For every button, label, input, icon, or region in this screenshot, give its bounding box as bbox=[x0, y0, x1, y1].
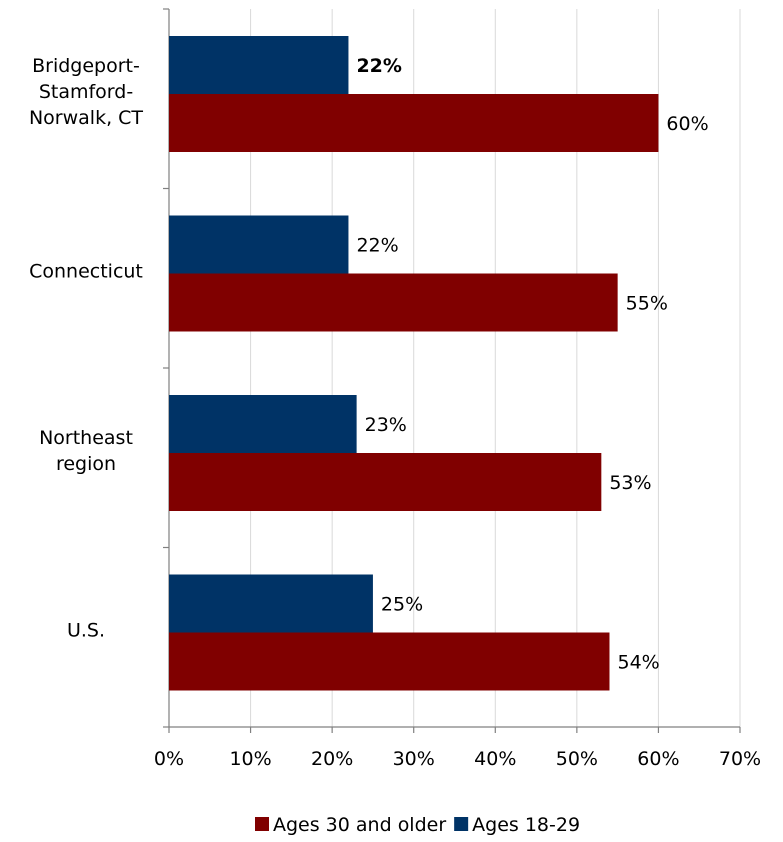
data-label: 25% bbox=[381, 594, 423, 616]
legend-label: Ages 30 and older bbox=[273, 814, 446, 836]
legend-swatch bbox=[255, 817, 269, 831]
data-label: 53% bbox=[609, 472, 651, 494]
data-label: 22% bbox=[356, 235, 398, 257]
bar-ages-18-29 bbox=[169, 574, 373, 633]
legend: Ages 30 and older Ages 18-29 bbox=[255, 814, 580, 836]
category-label: Bridgeport-Stamford-Norwalk, CT bbox=[29, 55, 143, 129]
x-tick-label: 60% bbox=[637, 748, 679, 770]
x-tick-label: 50% bbox=[556, 748, 598, 770]
data-label: 55% bbox=[626, 293, 668, 315]
x-tick-labels: 0% 10% 20% 30% 40% 50% 60% 70% bbox=[154, 748, 761, 770]
data-labels: 22% 60% 22% 55% 23% 53% 25% 54% bbox=[356, 55, 708, 674]
bar-ages-18-29 bbox=[169, 395, 357, 453]
legend-label: Ages 18-29 bbox=[472, 814, 580, 836]
category-label: Connecticut bbox=[29, 260, 143, 282]
data-label: 22% bbox=[356, 55, 401, 77]
bars bbox=[169, 36, 659, 691]
x-tick-label: 30% bbox=[393, 748, 435, 770]
x-tick-label: 0% bbox=[154, 748, 184, 770]
category-labels: Bridgeport-Stamford-Norwalk, CT Connectic… bbox=[29, 55, 143, 642]
category-label: U.S. bbox=[67, 619, 105, 641]
x-tick-label: 70% bbox=[719, 748, 761, 770]
x-tick-label: 40% bbox=[474, 748, 516, 770]
data-label: 54% bbox=[617, 652, 659, 674]
bar-ages-18-29 bbox=[169, 215, 349, 274]
legend-swatch bbox=[454, 817, 469, 831]
x-tick-label: 20% bbox=[311, 748, 353, 770]
category-label: Northeast region bbox=[39, 427, 133, 475]
data-label: 60% bbox=[666, 113, 708, 135]
data-label: 23% bbox=[365, 414, 407, 436]
bar-ages-30-older bbox=[169, 94, 659, 152]
bar-ages-18-29 bbox=[169, 36, 349, 94]
bar-ages-30-older bbox=[169, 632, 610, 691]
x-tick-label: 10% bbox=[229, 748, 271, 770]
bar-ages-30-older bbox=[169, 273, 618, 332]
bar-ages-30-older bbox=[169, 453, 602, 511]
